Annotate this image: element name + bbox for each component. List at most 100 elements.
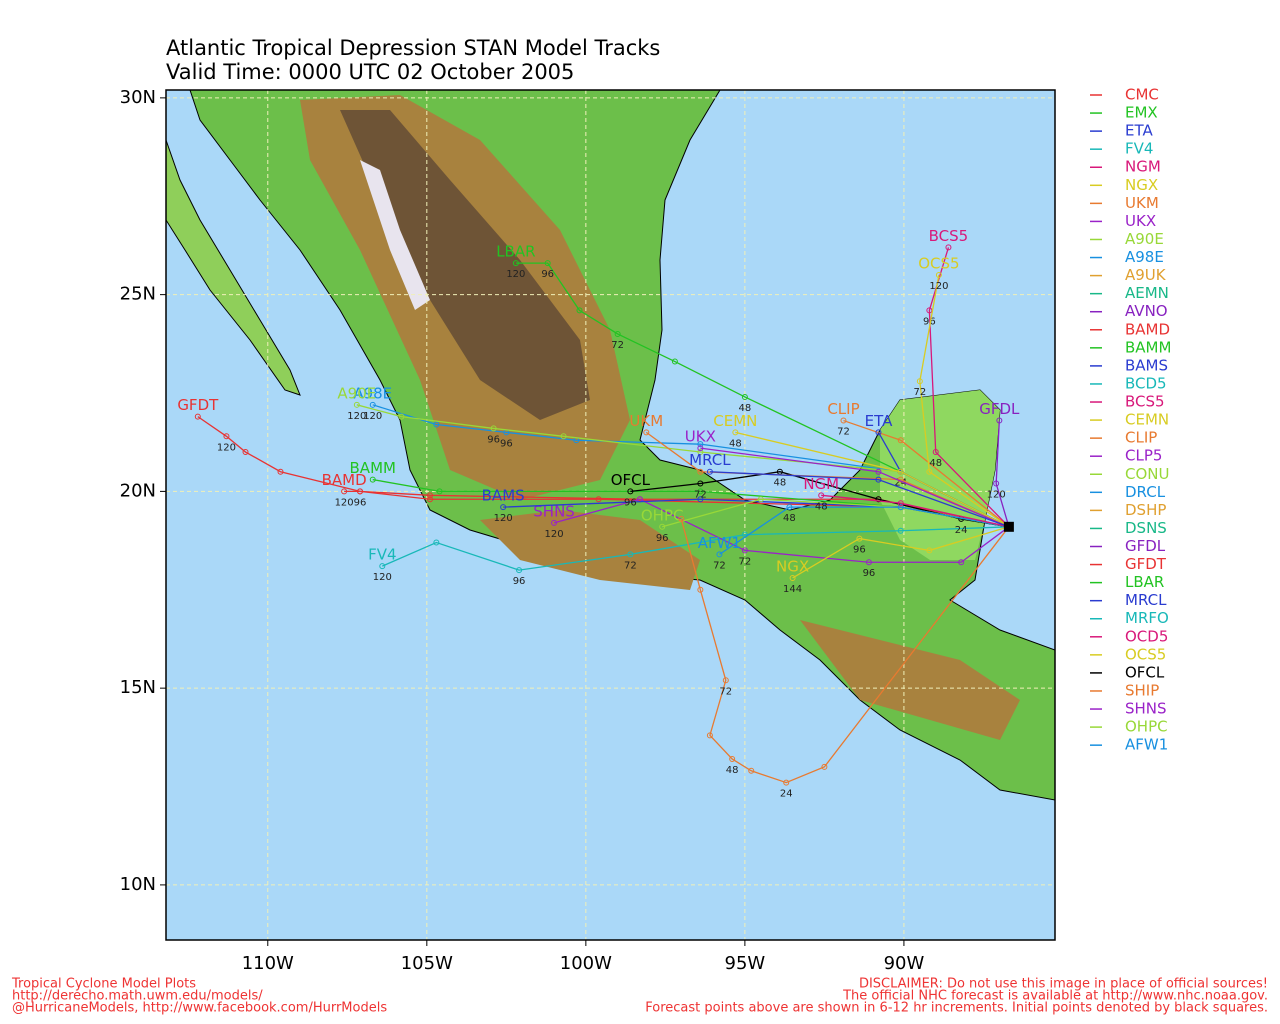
track-point <box>697 449 704 456</box>
axes: 110W 105W 100W 95W 90W 10N 15N 20N 25N 30N <box>120 87 925 974</box>
y-tick-label: 25N <box>120 284 156 305</box>
forecast-hour: 120 <box>363 411 382 422</box>
track-point <box>659 523 666 530</box>
legend-label: OFCL <box>1125 663 1165 681</box>
legend-label: ETA <box>1125 122 1153 140</box>
legend-label: AVNO <box>1125 302 1168 320</box>
forecast-hour: 72 <box>739 556 752 567</box>
legend-label: A90E <box>1125 230 1164 248</box>
forecast-hour: 48 <box>783 513 796 524</box>
y-tick-label: 20N <box>120 480 156 501</box>
track-label: AFW1 <box>698 534 741 552</box>
track-point <box>551 519 558 526</box>
track-point <box>875 496 882 503</box>
peaks <box>360 160 430 310</box>
track-point <box>560 433 567 440</box>
forecast-hour: 96 <box>853 545 866 556</box>
legend-label: MRCL <box>1125 591 1167 609</box>
track-line <box>630 471 1009 528</box>
track-line <box>700 447 1010 528</box>
track-line <box>928 247 1010 528</box>
legend-label: NGM <box>1125 158 1161 176</box>
track-point <box>697 496 704 503</box>
forecast-hour: 48 <box>739 403 752 414</box>
track-point <box>576 307 583 314</box>
track-point <box>932 449 939 456</box>
track-point <box>926 307 933 314</box>
track-point <box>993 480 1000 487</box>
forecast-hour: 24 <box>894 478 907 489</box>
track-point <box>614 330 621 337</box>
track-point <box>512 260 519 267</box>
track-point <box>242 449 249 456</box>
track-point <box>426 492 433 499</box>
legend-label: LBAR <box>1125 573 1164 591</box>
track-label: OFCL <box>611 471 651 489</box>
forecast-hour: 72 <box>837 427 850 438</box>
track-point <box>897 437 904 444</box>
forecast-hour: 48 <box>726 765 739 776</box>
track-point <box>716 551 723 558</box>
forecast-hour: 48 <box>929 458 942 469</box>
legend-label: OHPC <box>1125 718 1168 736</box>
track-point <box>741 393 748 400</box>
track-label: CEMN <box>713 412 757 430</box>
track-line <box>680 518 1010 784</box>
legend-label: MRFO <box>1125 609 1169 627</box>
track-label: GFDT <box>177 396 219 414</box>
legend: CMCEMXETAFV4NGMNGXUKMUKXA90EA98EA9UKAEMN… <box>1090 86 1171 754</box>
high-plateau <box>340 110 590 420</box>
track-point <box>856 535 863 542</box>
footer-left: Tropical Cyclone Model Plots <box>11 977 196 992</box>
track-label: BCS5 <box>929 227 969 245</box>
guatemala-highlands <box>800 620 1020 740</box>
track-label: GFDL <box>979 400 1020 418</box>
legend-label: CLIP <box>1125 429 1157 447</box>
track-point <box>757 496 764 503</box>
footer-left: http://derecho.math.uwm.edu/models/ <box>12 989 263 1004</box>
track-point <box>926 468 933 475</box>
tracks: 120GFDT96120BAMDBAMM96120A98E96120A90E72… <box>177 227 1020 800</box>
legend-label: OCS5 <box>1125 645 1166 663</box>
track-point <box>671 358 678 365</box>
track-point <box>865 559 872 566</box>
x-tick-label: 95W <box>725 953 766 974</box>
forecast-hour: 96 <box>923 316 936 327</box>
forecast-hour: 24 <box>780 789 793 800</box>
legend-label: SHIP <box>1125 681 1159 699</box>
track-label: A90E <box>337 384 376 402</box>
forecast-hour: 120 <box>347 411 366 422</box>
track-point <box>897 504 904 511</box>
forecast-hour: 72 <box>694 490 707 501</box>
forecast-hour: 120 <box>929 281 948 292</box>
track-label: A98E <box>353 384 392 402</box>
forecast-hour: 96 <box>513 576 526 587</box>
track-label: NGM <box>803 475 839 493</box>
track-line <box>735 431 1010 528</box>
track-point <box>821 763 828 770</box>
track-label: SHNS <box>533 502 575 520</box>
legend-label: BCD5 <box>1125 374 1167 392</box>
legend-label: BAMM <box>1125 338 1171 356</box>
track-line <box>515 262 1010 528</box>
initial-point <box>1003 521 1014 532</box>
track-line <box>382 526 1009 571</box>
track-point <box>748 767 755 774</box>
track-point <box>697 445 704 452</box>
track-point <box>627 551 634 558</box>
track-point <box>789 574 796 581</box>
x-tick-label: 100W <box>560 953 612 974</box>
track-label: ETA <box>865 412 893 430</box>
track-label: FV4 <box>368 546 396 564</box>
footer-right: Forecast points above are shown in 6-12 … <box>645 1001 1268 1016</box>
legend-label: NGX <box>1125 176 1158 194</box>
track-point <box>818 492 825 499</box>
yucatan <box>880 390 1000 560</box>
track-point <box>732 429 739 436</box>
legend-label: EMX <box>1125 104 1158 122</box>
track-point <box>916 378 923 385</box>
forecast-hour: 96 <box>500 438 513 449</box>
track-point <box>706 468 713 475</box>
track-label: NGX <box>776 557 809 575</box>
track-line <box>792 526 1010 579</box>
